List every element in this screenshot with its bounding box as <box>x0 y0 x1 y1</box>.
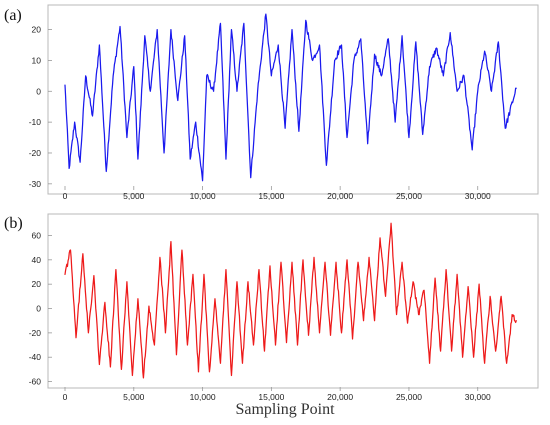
panel-b-frame <box>47 213 539 389</box>
x-tick-label: 30,000 <box>465 392 491 402</box>
x-tick-label: 20,000 <box>327 191 353 201</box>
panel-a-y-axis: 20 10 0 -10 -20 -30 <box>29 25 52 189</box>
y-tick-label: 20 <box>32 25 42 35</box>
y-tick-label: -10 <box>29 117 42 127</box>
panel-a-x-axis: 0 5,000 10,000 15,000 20,000 25,000 30,000 <box>63 186 491 201</box>
panel-a-series-line <box>64 13 517 182</box>
x-tick-label: 30,000 <box>465 191 491 201</box>
panel-b-x-axis: 0 5,000 10,000 15,000 20,000 25,000 30,000 <box>63 387 491 402</box>
panel-a: (a) 20 10 0 -10 -20 -30 0 5,000 10,000 15,000 20,… <box>4 4 539 201</box>
x-tick-label: 15,000 <box>258 392 284 402</box>
y-tick-label: 40 <box>32 255 42 265</box>
panel-b-series-line <box>64 222 517 379</box>
x-tick-label: 0 <box>63 191 68 201</box>
x-axis-title: Sampling Point <box>235 401 335 418</box>
x-tick-label: 10,000 <box>190 191 216 201</box>
x-tick-label: 10,000 <box>190 392 216 402</box>
y-tick-label: 10 <box>32 55 42 65</box>
panel-b: (b) 60 40 20 0 -20 -40 -60 0 5,000 10,000 15,000 2… <box>4 213 539 402</box>
panel-b-label: (b) <box>4 215 23 232</box>
x-tick-label: 0 <box>63 392 68 402</box>
x-tick-label: 15,000 <box>258 191 284 201</box>
y-tick-label: 20 <box>32 279 42 289</box>
y-tick-label: -60 <box>29 377 42 387</box>
y-tick-label: -20 <box>29 148 42 158</box>
y-tick-label: 0 <box>36 304 41 314</box>
x-tick-label: 25,000 <box>396 392 422 402</box>
x-tick-label: 5,000 <box>123 191 145 201</box>
x-tick-label: 25,000 <box>396 191 422 201</box>
panel-a-frame <box>47 4 539 195</box>
x-tick-label: 5,000 <box>123 392 145 402</box>
y-tick-label: -40 <box>29 352 42 362</box>
y-tick-label: -30 <box>29 179 42 189</box>
y-tick-label: -20 <box>29 328 42 338</box>
panel-a-label: (a) <box>4 7 22 24</box>
y-tick-label: 0 <box>36 86 41 96</box>
x-tick-label: 20,000 <box>327 392 353 402</box>
y-tick-label: 60 <box>32 230 42 240</box>
panel-b-y-axis: 60 40 20 0 -20 -40 -60 <box>29 230 52 387</box>
